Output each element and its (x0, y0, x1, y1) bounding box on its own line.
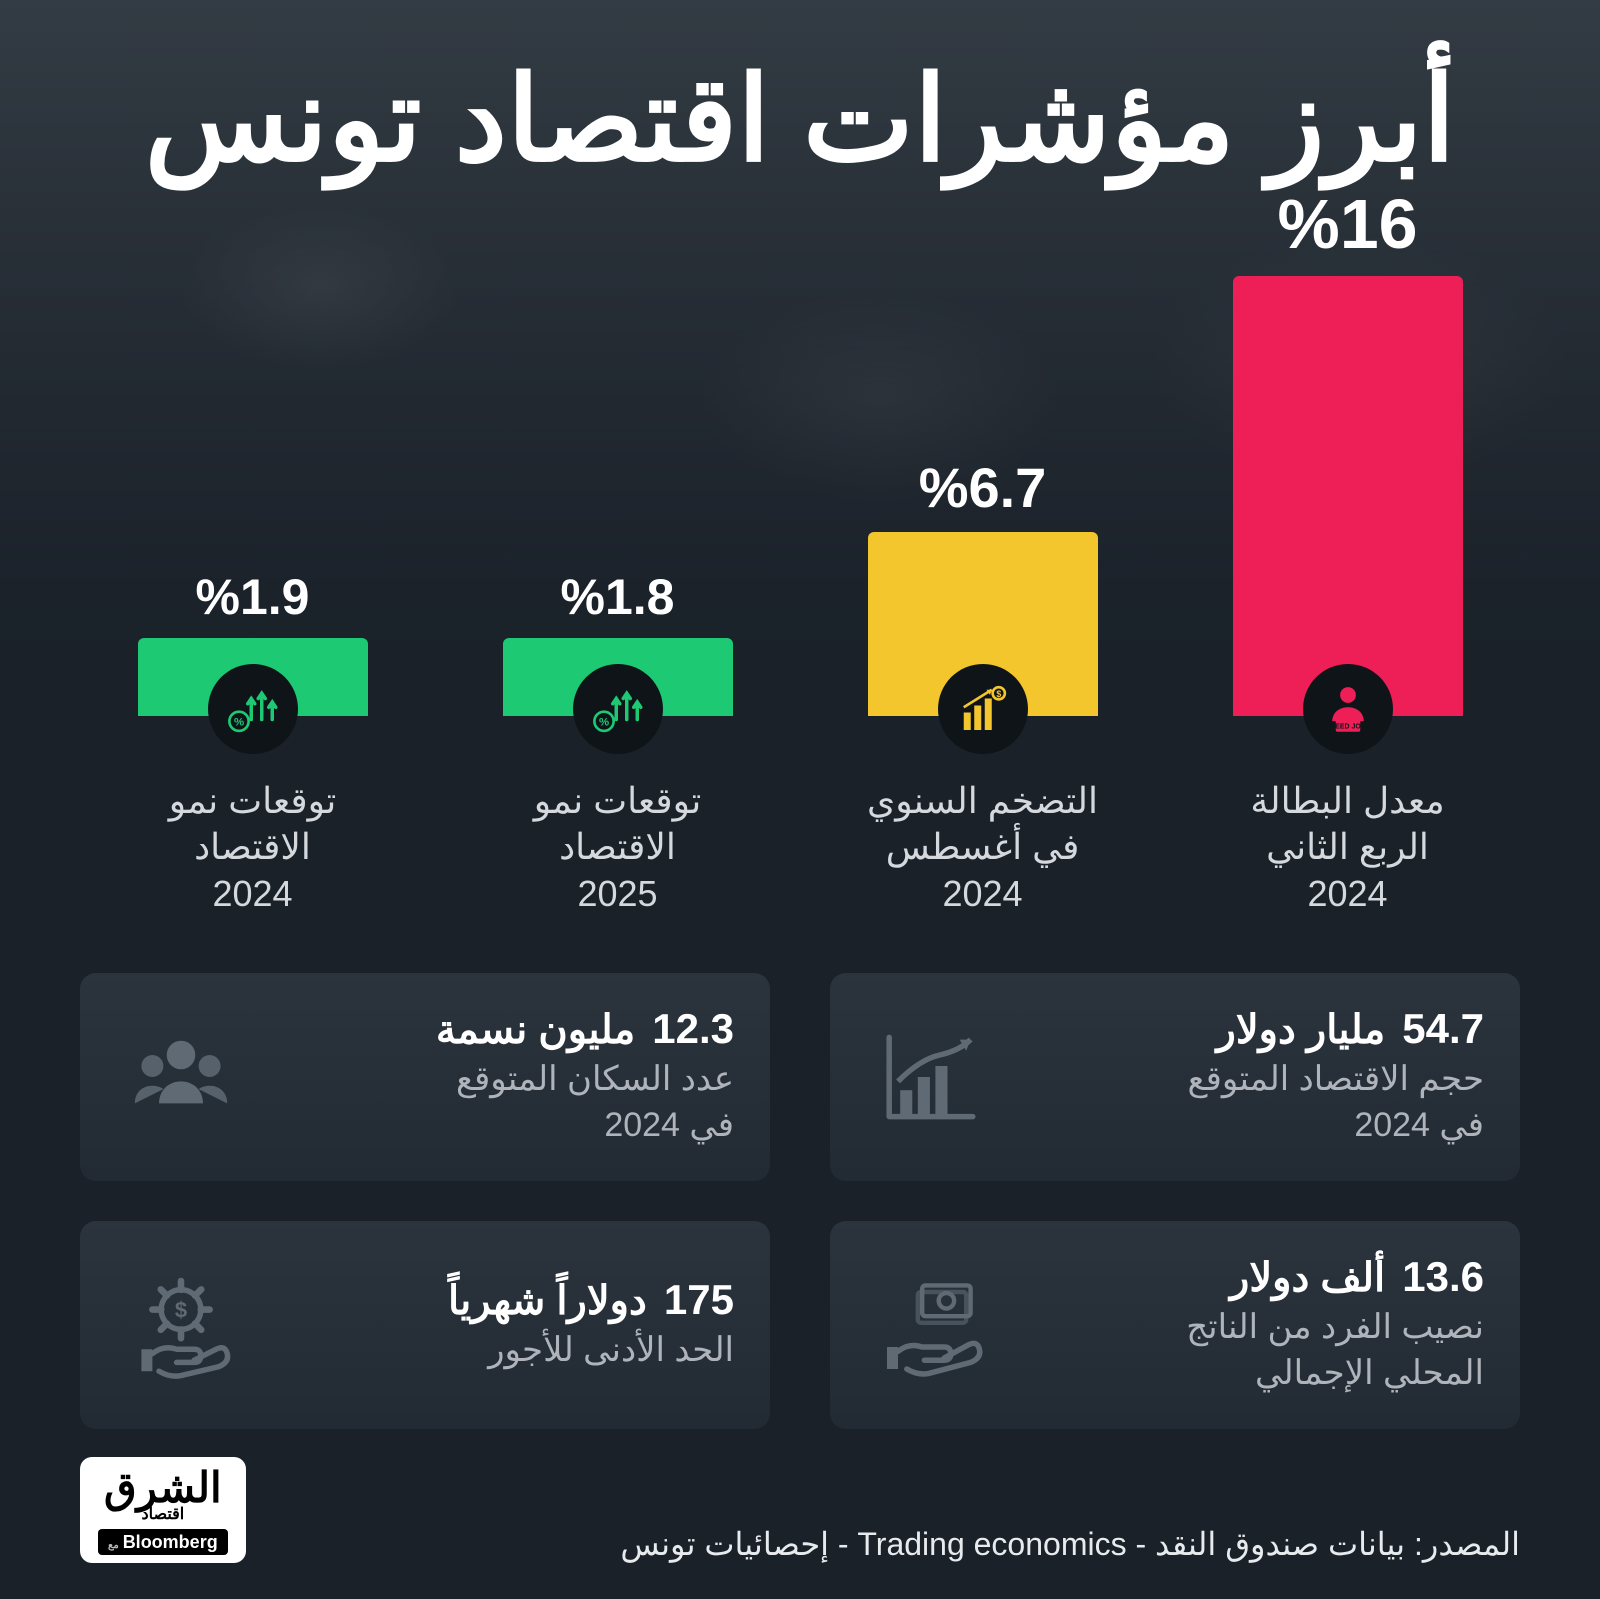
bar-item: %1.8 % توقعات نموالاقتصاد2025 (458, 568, 778, 918)
growth-arrows-icon: % (590, 681, 646, 737)
stat-description: عدد السكان المتوقعفي 2024 (276, 1057, 734, 1149)
footer: المصدر: بيانات صندوق النقد - Trading eco… (80, 1457, 1520, 1563)
bar-item: %1.9 % توقعات نموالاقتصاد2024 (93, 568, 413, 918)
bar-item: %6.7 $ التضخم السنويفي أغسطس2024 (823, 455, 1143, 918)
stat-text-block: 12.3 مليون نسمة عدد السكان المتوقعفي 2024 (276, 1005, 734, 1149)
stats-grid: 54.7 مليار دولار حجم الاقتصاد المتوقعفي 2… (0, 973, 1600, 1429)
svg-text:$: $ (175, 1297, 187, 1322)
growth-chart-icon (876, 1022, 986, 1132)
source-text: المصدر: بيانات صندوق النقد - Trading eco… (620, 1525, 1520, 1563)
bar-value-label: %1.9 (196, 568, 310, 626)
stat-unit: مليون نسمة (436, 1008, 646, 1052)
content-wrapper: أبرز مؤشرات اقتصاد تونس %16 NEED JOB معد… (0, 0, 1600, 1599)
bar-rect: $ (868, 532, 1098, 716)
stat-figure: 12.3 (652, 1005, 734, 1052)
stat-card: 13.6 ألف دولار نصيب الفرد من الناتجالمحلي… (830, 1221, 1520, 1429)
inflation-chart-icon: $ (955, 681, 1011, 737)
bar-icon-badge: $ (938, 664, 1028, 754)
hand-money-icon (876, 1270, 986, 1380)
logo-main-text: الشرق (98, 1467, 228, 1509)
stat-figure: 54.7 (1402, 1005, 1484, 1052)
stat-text-block: 13.6 ألف دولار نصيب الفرد من الناتجالمحلي… (1026, 1253, 1484, 1397)
bar-rect: % (503, 638, 733, 716)
headline-title: أبرز مؤشرات اقتصاد تونس (0, 0, 1600, 188)
bar-rect: % (138, 638, 368, 716)
bar-item: %16 NEED JOB معدل البطالةالربع الثاني202… (1188, 184, 1508, 918)
stat-unit: دولاراً شهرياً (448, 1279, 658, 1323)
bar-caption: توقعات نموالاقتصاد2025 (534, 778, 701, 918)
stat-description: حجم الاقتصاد المتوقعفي 2024 (1026, 1057, 1484, 1149)
svg-text:%: % (233, 716, 243, 728)
stat-description: نصيب الفرد من الناتجالمحلي الإجمالي (1026, 1305, 1484, 1397)
stat-icon (116, 1012, 246, 1142)
bar-caption: توقعات نموالاقتصاد2024 (169, 778, 336, 918)
bar-caption: معدل البطالةالربع الثاني2024 (1250, 778, 1444, 918)
logo-bloomberg: Bloombergمع (98, 1529, 228, 1555)
stat-icon (866, 1012, 996, 1142)
bar-icon-badge: % (208, 664, 298, 754)
job-seeker-icon: NEED JOB (1320, 681, 1376, 737)
brand-logo: الشرق اقتصاد Bloombergمع (80, 1457, 246, 1563)
bar-icon-badge: % (573, 664, 663, 754)
bar-caption: التضخم السنويفي أغسطس2024 (867, 778, 1098, 918)
bar-rect: NEED JOB (1233, 276, 1463, 716)
stat-figure: 13.6 (1402, 1253, 1484, 1300)
stat-card: 12.3 مليون نسمة عدد السكان المتوقعفي 2024 (80, 973, 770, 1181)
stat-icon: $ (116, 1260, 246, 1390)
stat-unit: مليار دولار (1217, 1008, 1397, 1052)
svg-text:NEED JOB: NEED JOB (1330, 723, 1366, 730)
stat-figure: 175 (664, 1276, 734, 1323)
svg-text:%: % (598, 716, 608, 728)
stat-text-block: 175 دولاراً شهرياً الحد الأدنى للأجور (276, 1276, 734, 1374)
growth-arrows-icon: % (225, 681, 281, 737)
stat-description: الحد الأدنى للأجور (276, 1328, 734, 1374)
bar-value-label: %16 (1277, 184, 1417, 264)
stat-card: 54.7 مليار دولار حجم الاقتصاد المتوقعفي 2… (830, 973, 1520, 1181)
stat-text-block: 54.7 مليار دولار حجم الاقتصاد المتوقعفي 2… (1026, 1005, 1484, 1149)
bar-value-label: %1.8 (561, 568, 675, 626)
bar-icon-badge: NEED JOB (1303, 664, 1393, 754)
stat-icon (866, 1260, 996, 1390)
bars-chart: %16 NEED JOB معدل البطالةالربع الثاني202… (0, 218, 1600, 918)
people-group-icon (126, 1022, 236, 1132)
wage-gear-icon: $ (126, 1270, 236, 1380)
bar-value-label: %6.7 (919, 455, 1047, 520)
stat-unit: ألف دولار (1230, 1256, 1396, 1300)
svg-text:$: $ (996, 688, 1001, 698)
stat-card: 175 دولاراً شهرياً الحد الأدنى للأجور $ (80, 1221, 770, 1429)
